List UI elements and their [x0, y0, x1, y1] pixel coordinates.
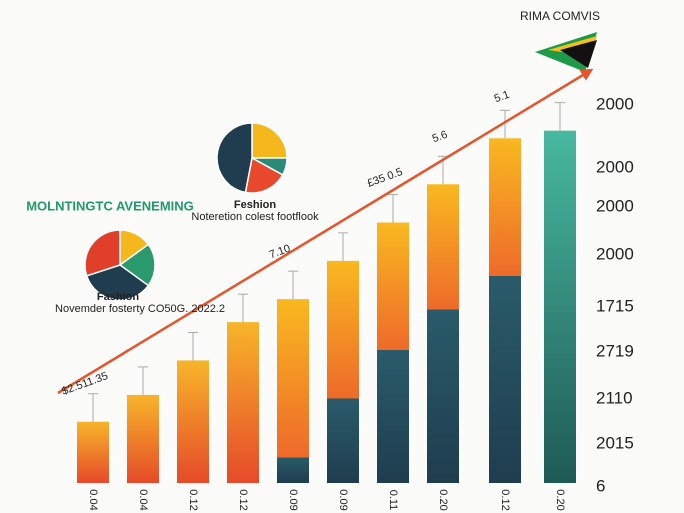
bar [544, 130, 576, 483]
side-label: 1715 [596, 296, 634, 315]
x-tick-label: 0.09 [337, 489, 349, 510]
bar [489, 138, 521, 484]
bar [277, 299, 309, 483]
x-tick-label: 0.12 [187, 489, 199, 510]
bar [177, 360, 209, 483]
bar [377, 222, 409, 483]
bar [327, 260, 359, 483]
bar [427, 184, 459, 483]
side-label: 2015 [596, 433, 634, 452]
pie-title: Feshion [234, 199, 276, 211]
x-tick-label: 0.20 [437, 489, 449, 510]
flag [535, 32, 597, 72]
x-tick-label: 0.04 [87, 489, 99, 510]
side-label: 2000 [596, 196, 634, 215]
pie-subtitle: Noteretion colest footflook [191, 211, 319, 223]
side-label: 6 [596, 476, 605, 495]
trend-line [57, 68, 594, 395]
x-tick-label: 0.11 [387, 490, 399, 511]
side-label: 2000 [596, 94, 634, 113]
bar [127, 394, 159, 483]
pie-slice [84, 229, 121, 277]
pie-slice [244, 156, 284, 194]
side-label: 2000 [596, 157, 634, 176]
x-tick-label: 0.12 [499, 489, 511, 510]
pie-slice [118, 243, 156, 287]
chart-title: RIMA COMVIS [520, 9, 600, 23]
annotation: 5.1 [493, 89, 511, 106]
pie-slice [216, 122, 253, 194]
pie-slice [251, 122, 288, 159]
side-label: 2719 [596, 341, 634, 360]
pie-slice [85, 264, 150, 301]
annotation: $2.511.35 [60, 370, 109, 398]
pie-subtitle: Novemder fosterty CO50G. 2022.2 [55, 303, 225, 315]
subtitle: MOLNTINGTC AVENEMING [26, 198, 194, 213]
side-label: 2110 [596, 388, 633, 407]
side-label: 2000 [596, 244, 634, 263]
pie-title: Fashion [97, 291, 139, 303]
bar [227, 322, 259, 483]
annotation: 5.6 [431, 129, 449, 146]
bar [77, 421, 109, 483]
x-tick-label: 0.12 [237, 489, 249, 510]
x-tick-label: 0.04 [137, 489, 149, 510]
x-tick-label: 0.20 [554, 489, 566, 510]
x-tick-label: 0.09 [287, 489, 299, 510]
